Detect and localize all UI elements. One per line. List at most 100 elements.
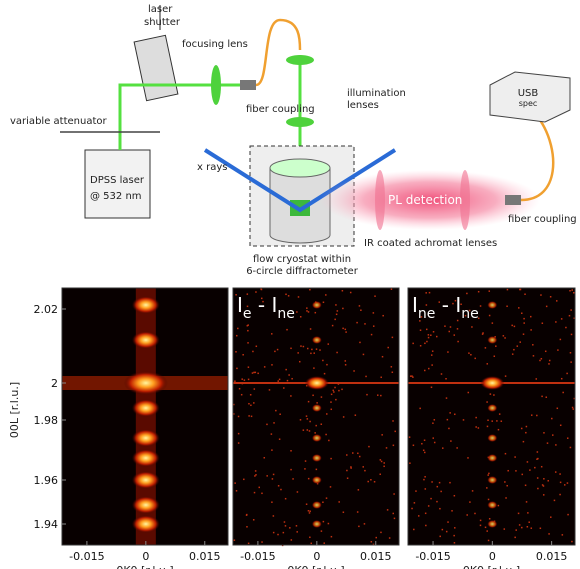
noise [547,480,549,482]
noise [247,378,250,381]
noise [424,451,426,454]
noise [235,293,237,296]
noise [379,473,381,476]
noise [534,466,536,469]
noise [561,534,564,536]
peak [311,434,322,442]
panel-label-part: I [412,293,418,317]
noise [253,388,256,390]
peak [131,296,160,314]
label: variable attenuator [10,116,107,127]
noise [550,516,552,518]
noise [364,469,366,472]
noise [506,305,508,308]
noise [373,481,376,483]
noise [514,536,516,539]
noise [470,353,472,356]
noise [307,477,310,480]
x-tick-label: -0.015 [240,550,275,563]
noise [537,487,539,490]
noise [271,501,273,503]
noise [464,314,467,317]
noise [325,294,327,296]
noise [442,447,444,449]
noise [297,296,300,298]
noise [412,342,414,345]
noise [308,512,311,514]
noise [272,531,275,534]
x-tick-label: 0 [489,550,496,563]
noise [520,427,523,430]
noise [536,414,538,417]
label-line: lenses [347,100,379,111]
noise [521,312,523,314]
noise [491,420,493,422]
noise [297,352,299,354]
noise [314,311,317,314]
noise [335,313,338,316]
noise [457,340,459,343]
noise [327,343,330,345]
noise [306,429,309,431]
noise [560,377,563,380]
label-line: spec [519,99,538,108]
noise [320,530,323,532]
noise [341,388,343,391]
panel-label-part: - [252,293,272,317]
noise [302,429,305,431]
noise [310,542,313,545]
noise [432,437,434,439]
noise [545,305,548,308]
noise [365,375,367,378]
panel: -0.015 0 0.015 0K0 [r.l.u.] [61,287,229,569]
noise [468,309,471,312]
noise [374,295,376,297]
noise [433,419,436,421]
noise [358,305,361,307]
ir-lens [375,170,385,230]
noise [543,478,545,480]
noise [248,415,250,417]
noise [548,363,550,365]
noise [506,484,508,487]
noise [506,288,509,291]
noise [252,350,254,353]
label: focusing lens [182,39,248,50]
noise [430,334,432,336]
peak [311,454,322,462]
noise [391,336,394,339]
noise [288,374,290,376]
noise [353,370,355,372]
noise [432,331,435,333]
noise [390,288,393,290]
noise [448,427,450,430]
noise [424,512,427,515]
noise [240,393,243,396]
label-line: @ 532 nm [90,191,142,202]
noise [412,376,414,378]
label-line: illumination [347,88,406,99]
noise [571,289,573,291]
noise [548,359,551,362]
x-axis-label: 0K0 [r.l.u.] [116,564,173,569]
noise [489,393,492,395]
noise [367,480,369,483]
noise [487,539,490,542]
diagram-labels: laser shutter focusing lens fiber couplin… [10,4,577,277]
noise [255,291,257,293]
peak [131,331,160,349]
noise [486,530,488,532]
peak [487,301,498,309]
noise [475,416,477,419]
noise [306,307,308,309]
noise [234,482,236,484]
noise [235,490,238,492]
noise [380,460,383,463]
noise [233,539,236,541]
noise [563,484,566,486]
noise [307,510,310,512]
noise [362,466,364,468]
noise [289,527,291,529]
noise [290,468,292,471]
noise [358,455,361,458]
